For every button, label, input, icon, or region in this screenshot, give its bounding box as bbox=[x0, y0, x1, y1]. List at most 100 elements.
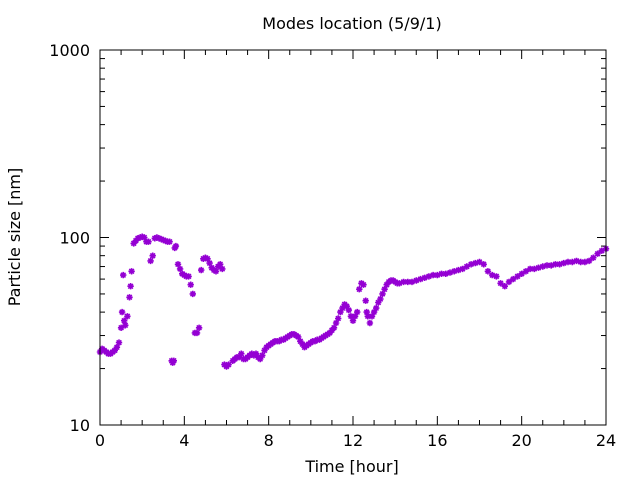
data-point bbox=[577, 258, 584, 266]
data-point bbox=[126, 294, 133, 301]
data-point bbox=[127, 283, 134, 290]
data-point bbox=[326, 329, 333, 337]
data-point bbox=[429, 271, 437, 279]
data-point bbox=[421, 274, 428, 281]
data-point bbox=[417, 275, 424, 283]
data-point bbox=[354, 308, 361, 316]
data-point bbox=[216, 261, 224, 268]
y-axis-title: Particle size [nm] bbox=[5, 168, 24, 307]
data-point bbox=[539, 263, 546, 270]
data-point bbox=[219, 265, 226, 273]
data-point bbox=[204, 255, 211, 262]
data-point bbox=[434, 271, 441, 279]
y-tick-label: 10 bbox=[70, 416, 90, 435]
data-point bbox=[425, 273, 433, 280]
data-point bbox=[343, 303, 350, 310]
data-point bbox=[489, 271, 496, 279]
data-point bbox=[176, 265, 184, 273]
data-point bbox=[206, 259, 213, 267]
x-tick-label: 20 bbox=[511, 431, 531, 450]
data-point bbox=[136, 234, 144, 241]
data-point bbox=[117, 324, 125, 331]
data-points bbox=[96, 233, 610, 370]
data-point bbox=[145, 238, 152, 245]
data-point bbox=[155, 235, 163, 242]
data-point bbox=[118, 308, 126, 316]
data-point bbox=[363, 308, 370, 316]
data-point bbox=[379, 290, 386, 298]
data-point bbox=[375, 299, 382, 306]
data-point bbox=[120, 317, 128, 324]
data-point bbox=[166, 238, 173, 245]
data-point bbox=[138, 233, 146, 240]
data-point bbox=[522, 268, 530, 275]
data-point bbox=[257, 355, 264, 363]
data-point bbox=[552, 261, 559, 268]
data-point bbox=[535, 264, 542, 271]
data-point bbox=[153, 234, 161, 241]
x-tick-label: 16 bbox=[427, 431, 447, 450]
data-point bbox=[113, 344, 121, 351]
data-point bbox=[170, 357, 178, 364]
data-point bbox=[172, 242, 180, 250]
data-point bbox=[297, 338, 304, 345]
data-point bbox=[235, 354, 243, 361]
data-point bbox=[560, 259, 567, 267]
data-point bbox=[581, 258, 589, 266]
data-point bbox=[295, 333, 302, 341]
data-point bbox=[510, 275, 517, 283]
data-point bbox=[373, 304, 380, 312]
y-tick-label: 1000 bbox=[49, 41, 90, 60]
data-point bbox=[356, 286, 363, 293]
data-point bbox=[335, 315, 342, 322]
data-point bbox=[446, 269, 454, 276]
data-point bbox=[459, 265, 466, 273]
data-point bbox=[526, 265, 534, 273]
data-point bbox=[548, 262, 555, 269]
data-point bbox=[531, 265, 538, 273]
data-point bbox=[259, 352, 266, 359]
x-tick-label: 0 bbox=[95, 431, 105, 450]
data-point bbox=[364, 313, 371, 320]
data-point bbox=[383, 281, 390, 288]
data-point bbox=[330, 324, 338, 331]
data-point bbox=[573, 257, 580, 265]
x-axis-title: Time [hour] bbox=[304, 457, 398, 476]
data-point bbox=[212, 268, 220, 275]
data-point bbox=[147, 257, 154, 265]
data-point bbox=[128, 268, 135, 275]
data-point bbox=[162, 237, 169, 245]
data-point bbox=[119, 271, 127, 279]
data-point bbox=[505, 278, 513, 286]
x-tick-label: 24 bbox=[596, 431, 616, 450]
data-point bbox=[396, 280, 403, 287]
data-point bbox=[332, 319, 340, 327]
chart-title: Modes location (5/9/1) bbox=[262, 14, 441, 33]
data-point bbox=[362, 297, 369, 304]
data-point bbox=[585, 257, 593, 265]
data-point bbox=[225, 361, 232, 368]
data-point bbox=[151, 235, 159, 242]
data-point bbox=[569, 258, 576, 266]
data-point bbox=[174, 261, 182, 268]
x-tick-label: 12 bbox=[343, 431, 363, 450]
data-point bbox=[451, 268, 458, 275]
data-point bbox=[368, 313, 376, 320]
data-point bbox=[189, 290, 197, 298]
data-point bbox=[360, 281, 367, 288]
data-point bbox=[484, 268, 492, 275]
tick-labels: 0 4 8 12 16 20 24 10 100 1000 bbox=[49, 41, 616, 450]
data-point bbox=[514, 273, 521, 280]
data-point bbox=[141, 234, 148, 241]
data-point bbox=[404, 278, 411, 286]
data-point bbox=[497, 280, 504, 287]
data-point bbox=[197, 266, 205, 274]
data-point bbox=[349, 317, 357, 324]
data-point bbox=[400, 278, 407, 286]
axis-ticks bbox=[99, 49, 607, 426]
data-point bbox=[381, 286, 388, 293]
data-point bbox=[345, 306, 352, 314]
data-point bbox=[472, 259, 479, 267]
data-point bbox=[408, 278, 416, 286]
